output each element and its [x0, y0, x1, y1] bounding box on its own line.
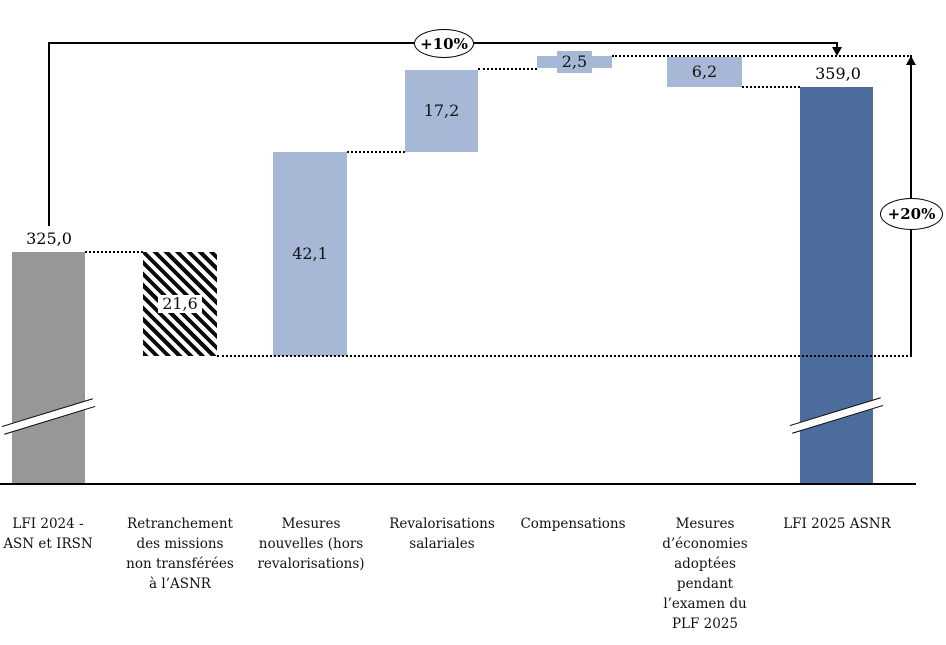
- category-label-lfi-2024: LFI 2024 - ASN et IRSN: [3, 516, 93, 552]
- annotation-line-down-stub: [836, 42, 838, 49]
- arrowhead-down-icon: [832, 47, 842, 56]
- bar-retranchement: 21,6: [143, 252, 217, 356]
- category-label-economies: Mesures d’économies adoptées pendant l’e…: [662, 516, 748, 632]
- plus10-bubble: +10%: [414, 29, 474, 58]
- plus20-label: +20%: [887, 205, 936, 223]
- category-label-lfi-2025: LFI 2025 ASNR: [783, 516, 891, 532]
- connector-362-level: [478, 68, 537, 70]
- value-label-compensations: 2,5: [561, 52, 588, 71]
- bar-lfi-2024: [12, 252, 85, 483]
- category-label-retranchement: Retranchement des missions non transféré…: [126, 516, 234, 592]
- connector-303-level: [217, 355, 912, 357]
- category-label-mesures-nouvelles: Mesures nouvelles (hors revalorisations): [257, 516, 365, 572]
- arrowhead-up-icon: [906, 56, 916, 65]
- value-label-retranchement: 21,6: [158, 295, 202, 313]
- connector-345-level: [347, 151, 405, 153]
- x-axis-baseline: [0, 483, 916, 485]
- value-label-lfi-2024: 325,0: [26, 229, 72, 248]
- connector-365-level: [612, 55, 912, 57]
- annotation-line-left-vertical: [48, 42, 50, 226]
- connector-325-level: [85, 251, 143, 253]
- bar-revalorisations: 17,2: [405, 70, 478, 152]
- plus20-bubble: +20%: [880, 198, 943, 230]
- value-label-economies: 6,2: [691, 62, 718, 81]
- category-label-revalorisations: Revalorisations salariales: [389, 516, 495, 552]
- value-label-lfi-2025: 359,0: [815, 64, 861, 83]
- value-label-revalorisations: 17,2: [423, 101, 460, 120]
- bar-economies: 6,2: [667, 57, 742, 87]
- plus10-label: +10%: [420, 34, 468, 53]
- bar-mesures-nouvelles: 42,1: [273, 152, 347, 356]
- value-label-mesures-nouvelles: 42,1: [292, 244, 328, 263]
- value-box-compensations: 2,5: [557, 51, 592, 73]
- connector-359-level: [742, 86, 800, 88]
- category-label-compensations: Compensations: [520, 516, 626, 532]
